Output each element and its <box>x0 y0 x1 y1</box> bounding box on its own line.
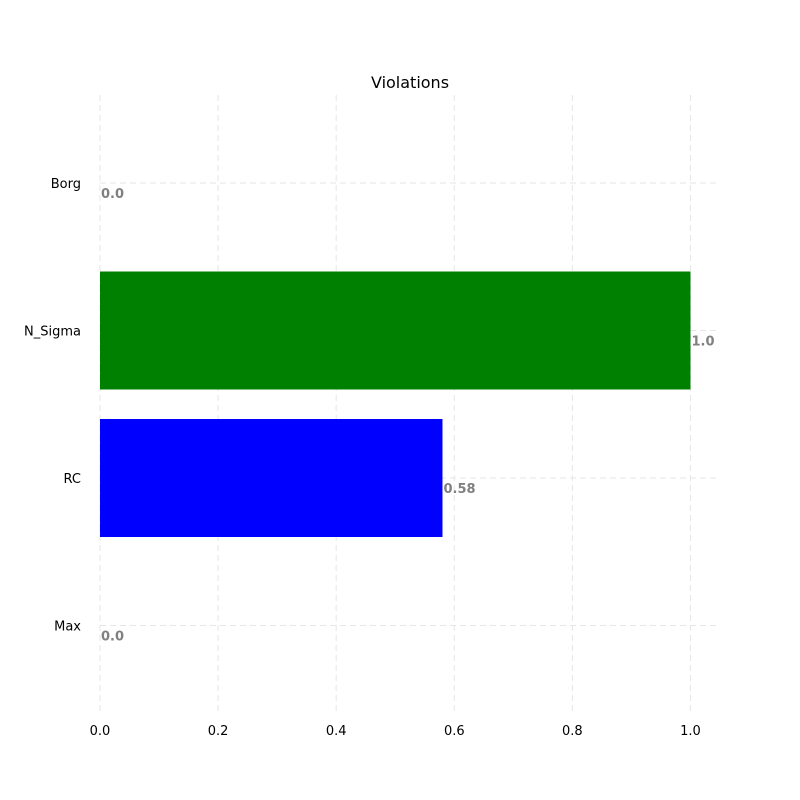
chart-title: Violations <box>371 73 449 92</box>
grid-lines <box>99 95 720 715</box>
x-tick-label-1: 0.2 <box>208 724 229 739</box>
y-tick-label-n-sigma: N_Sigma <box>24 325 81 340</box>
y-tick-label-max: Max <box>54 620 81 635</box>
y-tick-label-rc: RC <box>64 472 81 487</box>
x-tick-label-4: 0.8 <box>562 724 583 739</box>
bar-rc <box>100 419 443 537</box>
data-label-max: 0.0 <box>101 630 124 645</box>
data-label-rc: 0.58 <box>443 482 475 497</box>
x-tick-label-3: 0.6 <box>444 724 465 739</box>
bars <box>100 271 691 537</box>
data-labels: 0.0 1.0 0.58 0.0 <box>101 187 715 645</box>
x-tick-label-2: 0.4 <box>326 724 347 739</box>
y-axis-tick-labels: Borg N_Sigma RC Max <box>24 177 81 635</box>
x-tick-label-5: 1.0 <box>680 724 701 739</box>
x-tick-label-0: 0.0 <box>90 724 111 739</box>
x-axis-tick-labels: 0.0 0.2 0.4 0.6 0.8 1.0 <box>90 724 701 739</box>
data-label-n-sigma: 1.0 <box>691 335 714 350</box>
y-tick-label-borg: Borg <box>51 177 81 192</box>
bar-n-sigma <box>100 271 691 390</box>
data-label-borg: 0.0 <box>101 187 124 202</box>
